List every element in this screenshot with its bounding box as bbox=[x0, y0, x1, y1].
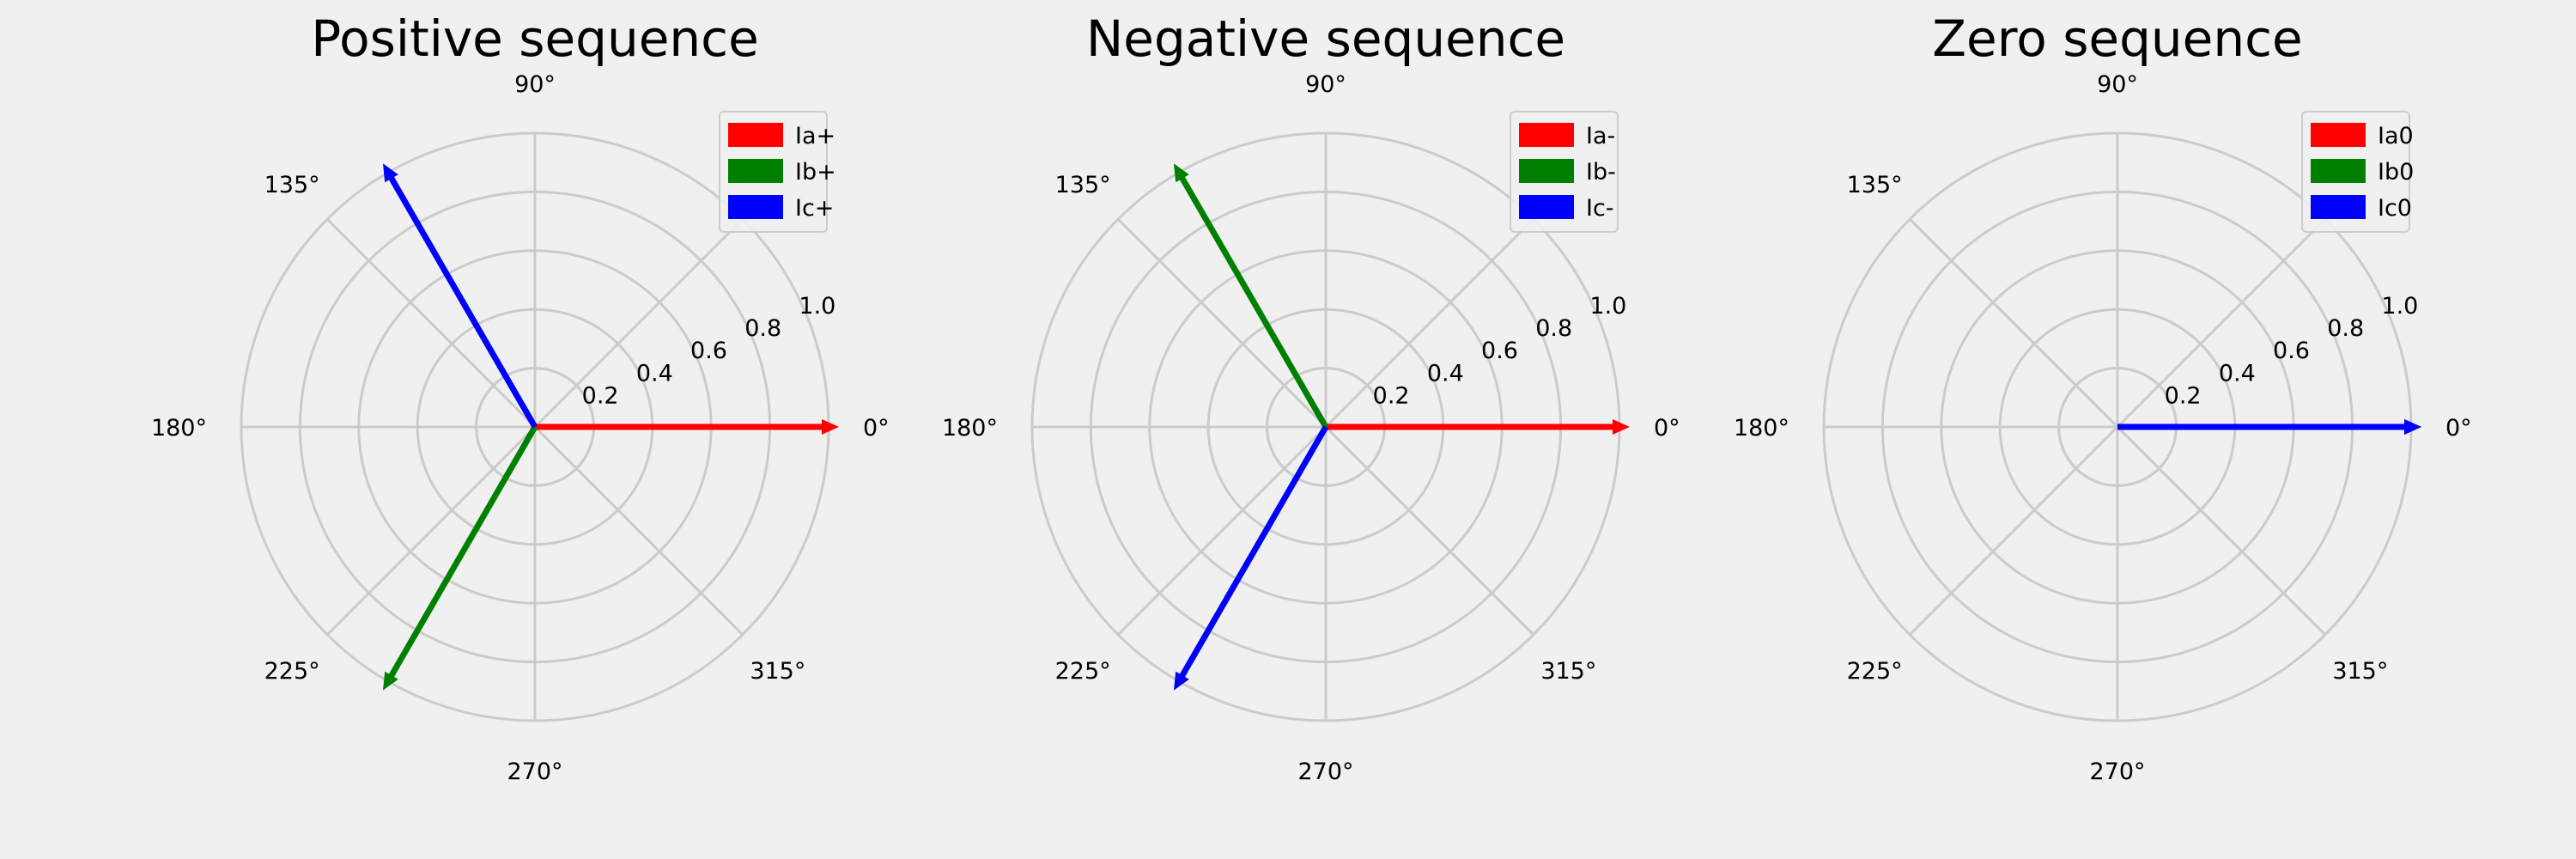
legend-label: Ia- bbox=[1586, 123, 1615, 149]
grid-spoke bbox=[2116, 425, 2326, 636]
angle-tick-label: 90° bbox=[514, 71, 556, 98]
phasor-ic0-head bbox=[2404, 419, 2421, 435]
legend-label: Ic+ bbox=[795, 195, 834, 222]
legend-swatch bbox=[2311, 123, 2366, 147]
grid-spoke bbox=[1909, 218, 2119, 429]
angle-tick-label: 0° bbox=[2445, 415, 2472, 442]
phasor-ib-head bbox=[1174, 163, 1189, 183]
radial-tick-label: 0.2 bbox=[2165, 382, 2202, 409]
radial-tick-label: 0.8 bbox=[2327, 315, 2364, 342]
radial-tick-label: 0.4 bbox=[2219, 360, 2256, 387]
legend: Ia0 Ib0 Ic0 bbox=[2301, 111, 2414, 233]
grid-spoke bbox=[533, 218, 744, 429]
legend-label: Ic- bbox=[1586, 195, 1614, 222]
grid-spoke bbox=[326, 425, 537, 636]
radial-tick-label: 0.2 bbox=[1373, 382, 1410, 409]
radial-tick-label: 0.8 bbox=[744, 315, 781, 342]
grid-spoke bbox=[1117, 218, 1327, 429]
angle-tick-label: 315° bbox=[2332, 658, 2388, 685]
legend-swatch bbox=[2311, 195, 2366, 219]
polar-grid bbox=[240, 131, 830, 722]
phasor-ic-head bbox=[1174, 671, 1189, 691]
phasor-ia-head bbox=[1613, 419, 1630, 435]
chart-title: Positive sequence bbox=[311, 9, 759, 68]
chart-title: Negative sequence bbox=[1086, 9, 1565, 68]
radial-tick-label: 0.2 bbox=[582, 382, 619, 409]
angle-tick-label: 0° bbox=[863, 415, 890, 442]
grid-spoke bbox=[533, 425, 744, 636]
angle-tick-label: 90° bbox=[1305, 71, 1346, 98]
angle-tick-label: 225° bbox=[1847, 658, 1903, 685]
grid-spoke bbox=[1324, 218, 1534, 429]
radial-tick-label: 0.6 bbox=[2273, 338, 2310, 364]
legend-label: Ia+ bbox=[795, 123, 835, 149]
radial-tick-label: 0.6 bbox=[1481, 338, 1518, 364]
grid-spoke bbox=[1324, 425, 1534, 636]
grid-spoke bbox=[326, 218, 537, 429]
legend-swatch bbox=[728, 123, 783, 147]
angle-tick-label: 270° bbox=[2089, 758, 2145, 785]
angle-tick-label: 180° bbox=[942, 415, 998, 442]
angle-tick-label: 225° bbox=[1055, 658, 1111, 685]
legend-label: Ia0 bbox=[2378, 123, 2414, 149]
angle-tick-label: 225° bbox=[264, 658, 320, 685]
radial-tick-label: 1.0 bbox=[799, 293, 835, 320]
legend: Ia+ Ib+ Ic+ bbox=[719, 111, 836, 233]
legend-swatch bbox=[728, 159, 783, 183]
phasor-ib-shaft bbox=[1178, 175, 1329, 429]
phasor-ib-head bbox=[383, 671, 398, 691]
angle-tick-label: 180° bbox=[151, 415, 207, 442]
grid-spoke bbox=[1909, 425, 2119, 636]
phasor-ic-shaft bbox=[1178, 425, 1329, 679]
legend-swatch bbox=[1519, 159, 1574, 183]
legend-swatch bbox=[1519, 195, 1574, 219]
legend-label: Ib0 bbox=[2378, 159, 2414, 186]
panel-negative-sequence: Negative sequence 0° 90° 135° 180° 225° 270° 3… bbox=[942, 9, 1680, 785]
panel-zero-sequence: Zero sequence 0° 90° 135° 180° 225° 270° 315° 0… bbox=[1734, 9, 2472, 785]
angle-tick-label: 315° bbox=[1540, 658, 1596, 685]
phasor-ic-head bbox=[383, 163, 398, 183]
legend-swatch bbox=[1519, 123, 1574, 147]
panel-positive-sequence: Positive sequence 0° 90° 135° 180° 225° 270° 3… bbox=[151, 9, 890, 785]
angle-tick-label: 315° bbox=[750, 658, 805, 685]
angle-tick-label: 135° bbox=[1847, 172, 1903, 198]
angle-tick-label: 90° bbox=[2097, 71, 2138, 98]
angle-tick-label: 180° bbox=[1734, 415, 1789, 442]
radial-tick-label: 1.0 bbox=[2381, 293, 2418, 320]
polar-grid bbox=[1822, 131, 2413, 722]
radial-tick-label: 0.4 bbox=[636, 360, 673, 387]
phasor-ia-head bbox=[822, 419, 839, 435]
legend-label: Ic0 bbox=[2378, 195, 2412, 222]
angle-tick-label: 270° bbox=[507, 758, 562, 785]
phasor-ic-shaft bbox=[387, 175, 538, 429]
legend-swatch bbox=[2311, 159, 2366, 183]
legend: Ia- Ib- Ic- bbox=[1510, 111, 1619, 233]
angle-tick-label: 135° bbox=[264, 172, 320, 198]
radial-tick-label: 0.6 bbox=[690, 338, 727, 364]
angle-tick-label: 0° bbox=[1654, 415, 1680, 442]
radial-tick-label: 0.8 bbox=[1535, 315, 1572, 342]
legend-swatch bbox=[728, 195, 783, 219]
angle-tick-label: 135° bbox=[1055, 172, 1111, 198]
legend-label: Ib+ bbox=[795, 159, 836, 186]
chart-title: Zero sequence bbox=[1932, 9, 2302, 68]
grid-spoke bbox=[2116, 218, 2326, 429]
radial-tick-label: 0.4 bbox=[1427, 360, 1464, 387]
polar-grid bbox=[1030, 131, 1621, 722]
grid-spoke bbox=[1117, 425, 1327, 636]
radial-tick-label: 1.0 bbox=[1589, 293, 1626, 320]
phasor-ib-shaft bbox=[387, 425, 538, 679]
angle-tick-label: 270° bbox=[1297, 758, 1353, 785]
legend-label: Ib- bbox=[1586, 159, 1616, 186]
